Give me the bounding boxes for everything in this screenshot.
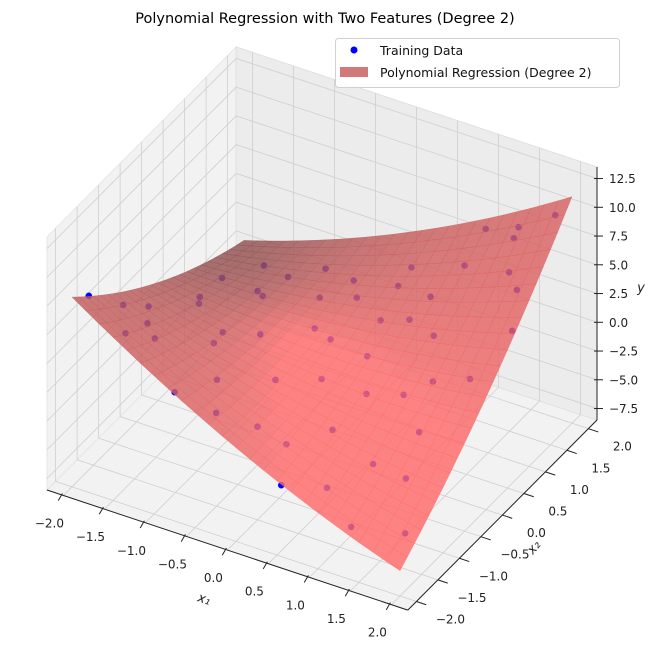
x-tick-label: 2.0 (368, 626, 387, 640)
x-tick (98, 506, 104, 515)
surface-patch (386, 548, 408, 571)
gridline-z (46, 173, 237, 364)
x-tick (303, 575, 309, 583)
z-tick-label: 2.5 (609, 287, 628, 301)
y-tick (566, 449, 577, 455)
regression-surface (71, 196, 573, 571)
y-tick (480, 536, 491, 541)
x-tick-label: −1.0 (117, 544, 146, 558)
x-axis-line (46, 489, 408, 611)
y-tick (523, 493, 534, 498)
axes-lines (46, 167, 603, 611)
legend-marker-training (350, 46, 358, 54)
y-tick (416, 601, 427, 606)
y-tick (437, 579, 448, 584)
x-tick-label: 1.0 (286, 598, 305, 612)
x-tick-label: −0.5 (158, 557, 187, 571)
x-tick (221, 547, 227, 556)
x-tick (344, 588, 350, 597)
y-tick-label: 0.0 (527, 526, 546, 540)
legend-patch-surface (340, 67, 368, 77)
z-tick-label: 0.0 (609, 316, 628, 330)
y-tick-label: 1.5 (591, 461, 610, 475)
y-tick-label: 0.5 (548, 504, 567, 518)
legend: Training Data Polynomial Regression (Deg… (335, 38, 620, 88)
y-tick-label: 2.0 (613, 440, 632, 454)
z-tick-label: 12.5 (609, 172, 636, 186)
x-tick (139, 520, 145, 529)
y-tick (502, 514, 513, 519)
gridline-z (46, 58, 237, 249)
y-tick-label: −1.5 (457, 591, 486, 605)
x-tick (385, 602, 391, 611)
y-tick (545, 471, 556, 476)
z-axis-label: y (636, 281, 645, 296)
gridline-z (46, 86, 237, 278)
z-tick-label: −5.0 (609, 373, 638, 387)
x-tick-label: 0.0 (204, 571, 223, 585)
x-tick-label: −1.5 (76, 530, 105, 544)
y-tick-label: −2.0 (436, 612, 465, 626)
legend-label-training: Training Data (379, 43, 463, 58)
gridline-z (46, 115, 237, 307)
legend-label-surface: Polynomial Regression (Degree 2) (380, 65, 591, 80)
z-tick-label: −7.5 (609, 402, 638, 416)
x-tick-label: 1.5 (327, 612, 346, 626)
y-tick-label: −1.0 (479, 569, 508, 583)
gridline-z (236, 58, 598, 179)
chart-title: Polynomial Regression with Two Features … (135, 11, 514, 27)
y-tick (459, 557, 470, 563)
gridline-z (236, 86, 598, 208)
z-tick-label: 5.0 (609, 258, 628, 272)
x-tick-label: 0.5 (245, 585, 264, 599)
tick-labels: −2.0−1.5−1.0−0.50.00.51.01.52.0−2.0−1.5−… (35, 172, 638, 640)
x-tick (180, 534, 186, 542)
x-axis-label: x₁ (195, 590, 213, 609)
x-tick-label: −2.0 (35, 516, 64, 530)
gridline-y (55, 480, 417, 602)
y-tick-label: 1.0 (570, 483, 589, 497)
z-tick-label: 7.5 (609, 230, 628, 244)
y-tick (588, 428, 599, 433)
x-tick (57, 493, 63, 501)
x-tick (262, 561, 268, 570)
z-tick-label: 10.0 (609, 201, 636, 215)
legend-box (335, 38, 620, 88)
gridline-y (76, 459, 439, 581)
y-tick-label: −0.5 (500, 548, 529, 562)
z-tick-label: −2.5 (609, 345, 638, 359)
